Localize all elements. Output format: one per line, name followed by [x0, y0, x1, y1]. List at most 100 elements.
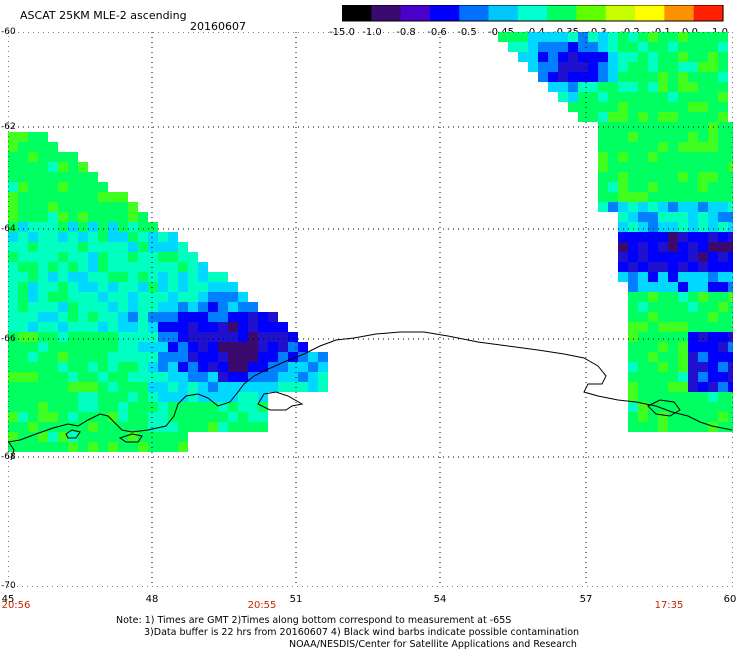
wind-cell: [238, 402, 248, 412]
wind-cell: [648, 192, 658, 202]
wind-cell: [88, 322, 98, 332]
wind-cell: [628, 302, 638, 312]
wind-cell: [168, 242, 178, 252]
wind-cell: [718, 162, 728, 172]
wind-cell: [598, 112, 608, 122]
wind-cell: [728, 252, 733, 262]
wind-cell: [88, 252, 98, 262]
wind-cell: [678, 42, 688, 52]
wind-cell: [718, 72, 728, 82]
colorbar-cell: [547, 5, 578, 21]
wind-cell: [158, 432, 168, 442]
wind-cell: [178, 362, 188, 372]
wind-cell: [658, 62, 668, 72]
wind-cell: [68, 272, 78, 282]
wind-cell: [648, 342, 658, 352]
wind-cell: [658, 352, 668, 362]
wind-cell: [688, 422, 698, 432]
wind-cell: [8, 402, 18, 412]
wind-cell: [578, 82, 588, 92]
wind-cell: [238, 342, 248, 352]
wind-cell: [68, 222, 78, 232]
wind-cell: [628, 262, 638, 272]
wind-cell: [698, 272, 708, 282]
wind-cell: [718, 362, 728, 372]
wind-cell: [158, 232, 168, 242]
wind-cell: [648, 92, 658, 102]
wind-cell: [618, 212, 628, 222]
wind-cell: [608, 182, 618, 192]
wind-cell: [668, 142, 678, 152]
wind-cell: [668, 102, 678, 112]
wind-cell: [618, 252, 628, 262]
wind-cell: [8, 252, 18, 262]
wind-cell: [28, 412, 38, 422]
wind-cell: [98, 442, 108, 452]
wind-cell: [648, 412, 658, 422]
wind-cell: [658, 312, 668, 322]
wind-cell: [628, 352, 638, 362]
wind-cell: [98, 252, 108, 262]
wind-cell: [608, 72, 618, 82]
wind-cell: [108, 252, 118, 262]
wind-cell: [178, 402, 188, 412]
wind-cell: [728, 422, 733, 432]
wind-cell: [688, 152, 698, 162]
wind-cell: [258, 362, 268, 372]
wind-cell: [648, 242, 658, 252]
wind-cell: [128, 242, 138, 252]
wind-cell: [118, 222, 128, 232]
wind-cell: [208, 352, 218, 362]
wind-cell: [718, 252, 728, 262]
wind-cell: [648, 252, 658, 262]
wind-cell: [8, 442, 18, 452]
wind-cell: [18, 172, 28, 182]
wind-cell: [568, 72, 578, 82]
longitude-label: 54: [433, 594, 447, 605]
wind-cell: [68, 182, 78, 192]
wind-cell: [248, 412, 258, 422]
wind-cell: [138, 282, 148, 292]
wind-cell: [118, 262, 128, 272]
wind-cell: [128, 232, 138, 242]
wind-cell: [668, 332, 678, 342]
wind-cell: [218, 422, 228, 432]
coastline: [65, 429, 81, 439]
wind-cell: [728, 132, 733, 142]
wind-cell: [38, 372, 48, 382]
wind-cell: [628, 272, 638, 282]
wind-cell: [38, 352, 48, 362]
wind-cell: [708, 392, 718, 402]
wind-cell: [178, 312, 188, 322]
wind-cell: [618, 202, 628, 212]
wind-cell: [78, 262, 88, 272]
wind-cell: [578, 92, 588, 102]
wind-cell: [678, 162, 688, 172]
wind-cell: [248, 402, 258, 412]
wind-cell: [648, 372, 658, 382]
wind-cell: [668, 32, 678, 42]
wind-cell: [98, 242, 108, 252]
wind-cell: [28, 132, 38, 142]
wind-cell: [718, 192, 728, 202]
wind-cell: [298, 352, 308, 362]
wind-cell: [568, 42, 578, 52]
wind-cell: [228, 372, 238, 382]
wind-cell: [88, 312, 98, 322]
wind-cell: [618, 192, 628, 202]
wind-cell: [618, 82, 628, 92]
wind-cell: [258, 372, 268, 382]
wind-cell: [648, 332, 658, 342]
wind-cell: [38, 152, 48, 162]
wind-cell: [608, 202, 618, 212]
wind-cell: [138, 212, 148, 222]
wind-cell: [68, 292, 78, 302]
wind-cell: [168, 382, 178, 392]
wind-cell: [608, 82, 618, 92]
wind-cell: [628, 412, 638, 422]
wind-cell: [638, 342, 648, 352]
wind-cell: [668, 192, 678, 202]
wind-cell: [638, 322, 648, 332]
wind-cell: [708, 62, 718, 72]
wind-cell: [48, 242, 58, 252]
